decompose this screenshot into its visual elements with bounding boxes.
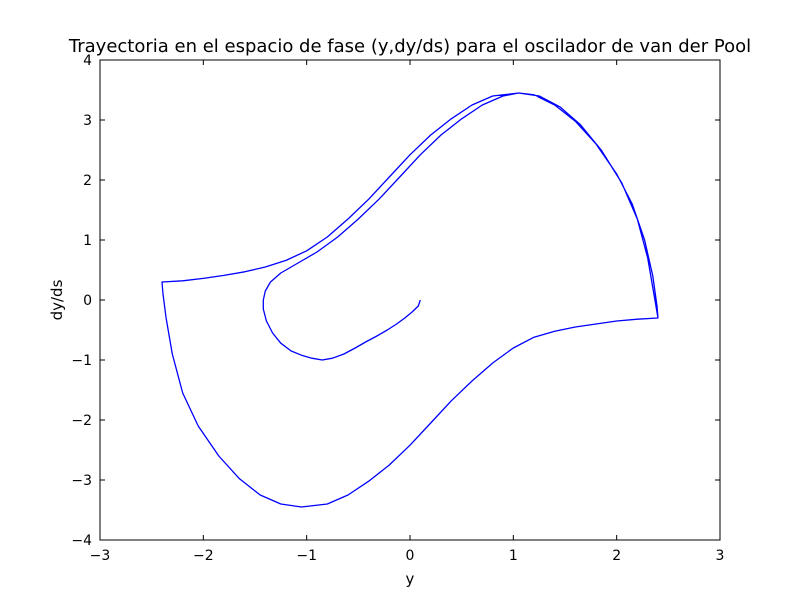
y-tick-label: 1 [83,233,92,249]
x-axis-label: y [406,570,415,588]
chart-title: Trayectoria en el espacio de fase (y,dy/… [68,36,751,57]
y-tick-label: 4 [83,53,92,69]
x-tick-label: 2 [612,548,621,564]
y-tick-label: 3 [83,113,92,129]
x-tick-label: −2 [193,548,214,564]
x-tick-label: 1 [509,548,518,564]
x-tick-label: −1 [296,548,317,564]
y-tick-label: −1 [71,353,92,369]
x-tick-label: 0 [406,548,415,564]
y-tick-label: 2 [83,173,92,189]
trajectory-line-0 [161,92,659,508]
y-tick-label: −3 [71,473,92,489]
y-tick-label: −2 [71,413,92,429]
y-axis-label: dy/ds [48,279,66,320]
x-tick-label: 3 [716,548,725,564]
y-tick-label: −4 [71,533,92,549]
plot-series-group [161,92,659,508]
y-tick-label: 0 [83,293,92,309]
x-tick-label: −3 [90,548,111,564]
